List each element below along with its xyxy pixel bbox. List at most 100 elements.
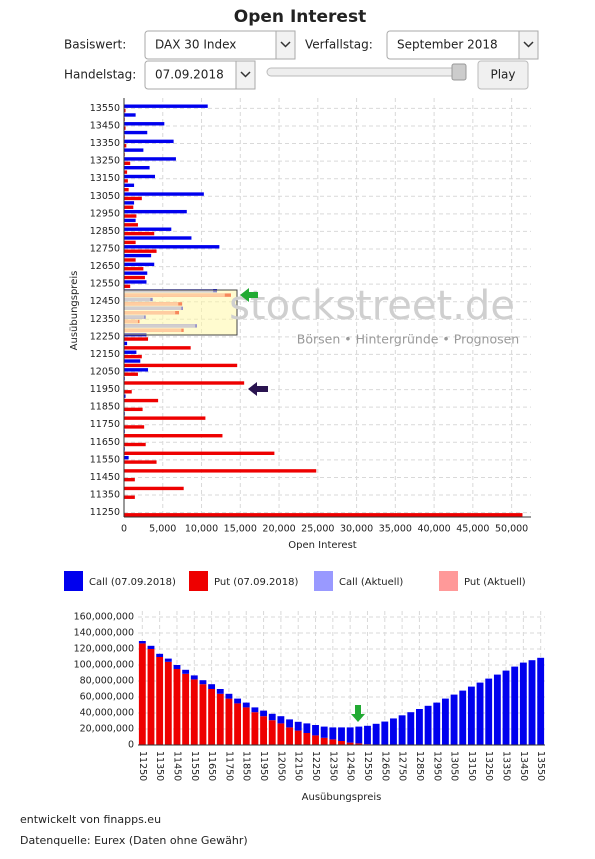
bar [303, 723, 310, 733]
y-tick-label: 20,000,000 [80, 724, 134, 735]
bar [124, 254, 151, 257]
x-tick-label: 13550 [535, 751, 546, 781]
x-tick-label: 20,000 [262, 524, 295, 535]
x-tick-label: 11950 [258, 751, 269, 781]
y-tick-label: 12050 [90, 367, 120, 378]
watermark-tagline: Börsen • Hintergründe • Prognosen [297, 332, 519, 347]
x-tick-label: 10,000 [185, 524, 218, 535]
bar [321, 738, 328, 745]
bar [277, 716, 284, 723]
bar [124, 280, 146, 283]
y-tick-label: 13050 [90, 191, 120, 202]
bar [139, 641, 146, 643]
bar [148, 649, 155, 745]
bar [124, 346, 191, 349]
bar [124, 206, 133, 209]
bar [295, 722, 302, 731]
bar [124, 364, 237, 367]
bar [208, 684, 215, 689]
bar [485, 679, 492, 745]
y-tick-label: 13550 [90, 103, 120, 114]
bar [174, 665, 181, 669]
bar [174, 669, 181, 745]
bar [124, 192, 204, 195]
verfallstag-select[interactable]: September 2018 [387, 31, 538, 59]
x-tick-label: 12450 [345, 751, 356, 781]
bar [124, 263, 154, 266]
x-tick-label: 13350 [501, 751, 512, 781]
y-tick-label: 0 [128, 740, 134, 751]
arrow-marker [248, 382, 268, 396]
select-button[interactable] [519, 31, 538, 59]
bar [200, 684, 207, 745]
y-tick-label: 13350 [90, 138, 120, 149]
y-tick-label: 11250 [90, 507, 120, 518]
verfallstag-label: Verfallstag: [305, 38, 373, 52]
select-button[interactable] [276, 31, 295, 59]
legend-label: Call (Aktuell) [339, 577, 403, 588]
handelstag-label: Handelstag: [64, 68, 136, 82]
y-tick-label: 140,000,000 [74, 628, 134, 639]
basiswert-select[interactable]: DAX 30 Index [145, 31, 295, 59]
bar [124, 452, 274, 455]
bar [347, 727, 354, 742]
legend-swatch [439, 571, 458, 591]
bar [124, 399, 158, 402]
slider-track[interactable] [267, 68, 466, 76]
slider-thumb[interactable] [452, 64, 466, 80]
x-tick-label: 13450 [518, 751, 529, 781]
bar [124, 258, 136, 261]
select-button[interactable] [236, 61, 255, 89]
y-tick-label: 100,000,000 [74, 660, 134, 671]
bar [503, 671, 510, 745]
bar [124, 381, 244, 384]
bar [124, 148, 143, 151]
y-tick-label: 13250 [90, 156, 120, 167]
x-tick-label: 12550 [362, 751, 373, 781]
bar [269, 720, 276, 745]
y-tick-label: 12250 [90, 331, 120, 342]
bar [124, 131, 147, 134]
y-tick-label: 11450 [90, 472, 120, 483]
select-value: DAX 30 Index [155, 38, 236, 52]
bar [338, 727, 345, 741]
x-tick-label: 11450 [171, 751, 182, 781]
bar [433, 703, 440, 745]
x-tick-label: 40,000 [417, 524, 450, 535]
bar [277, 723, 284, 745]
legend: Call (07.09.2018)Put (07.09.2018)Call (A… [64, 571, 526, 591]
bar [139, 643, 146, 745]
pain-chart: 020,000,00040,000,00060,000,00080,000,00… [74, 611, 547, 803]
bar [399, 715, 406, 745]
play-button[interactable]: Play [478, 61, 528, 89]
bar [225, 699, 232, 745]
bar [243, 703, 250, 708]
bar [165, 662, 172, 745]
bar [303, 733, 310, 745]
bar [182, 674, 189, 745]
y-tick-label: 120,000,000 [74, 644, 134, 655]
select-value: 07.09.2018 [155, 68, 224, 82]
bar [156, 657, 163, 745]
bar [124, 478, 135, 481]
bar [165, 659, 172, 662]
bar [124, 496, 135, 499]
bar [124, 373, 138, 376]
bar [124, 487, 184, 490]
bar [124, 166, 150, 169]
bar [124, 236, 191, 239]
bar [251, 712, 258, 745]
x-tick-label: 12850 [414, 751, 425, 781]
bar [124, 390, 132, 393]
bar [407, 712, 414, 745]
bar [182, 670, 189, 674]
y-axis-label: Ausübungspreis [69, 271, 80, 351]
handelstag-select[interactable]: 07.09.2018 [145, 61, 255, 89]
x-tick-label: 45,000 [456, 524, 489, 535]
bar [200, 680, 207, 684]
x-tick-label: 11750 [223, 751, 234, 781]
x-tick-label: 25,000 [301, 524, 334, 535]
y-tick-label: 60,000,000 [80, 692, 134, 703]
bar [124, 267, 143, 270]
